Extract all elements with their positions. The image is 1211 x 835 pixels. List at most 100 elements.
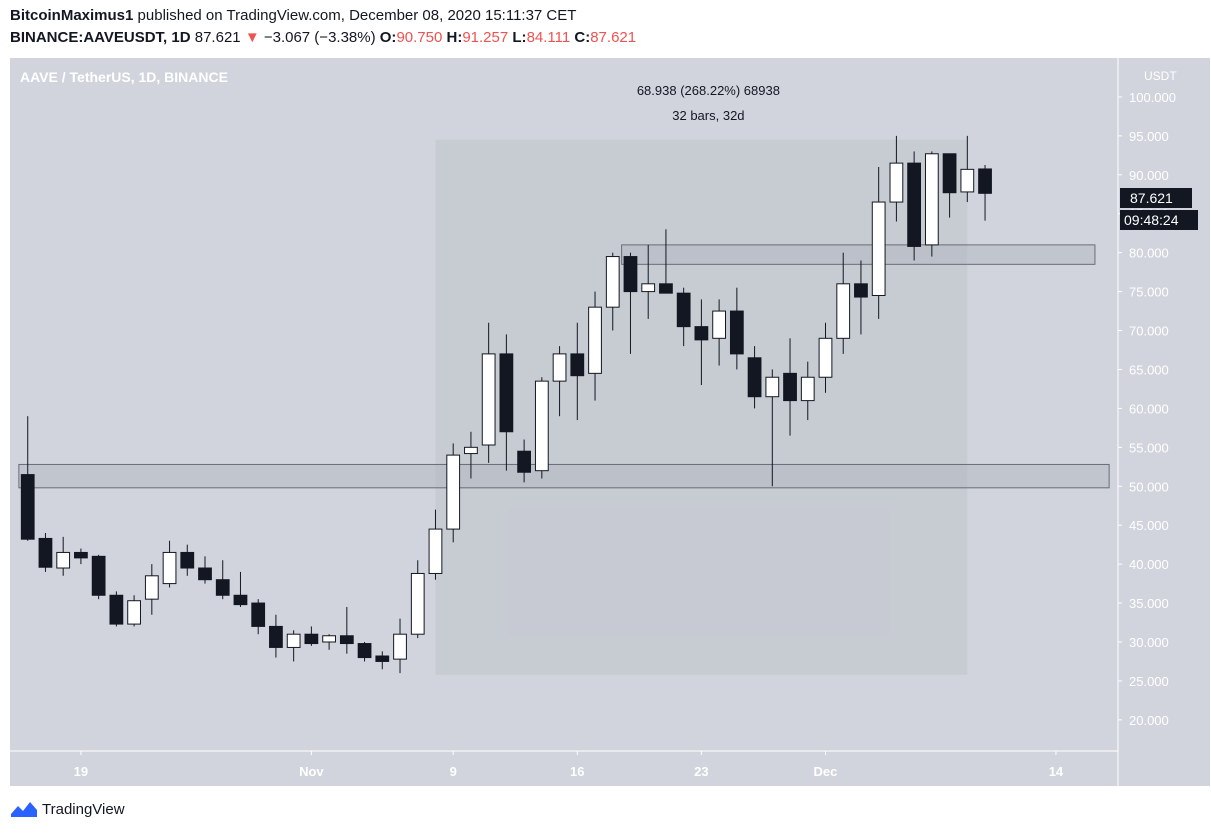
candle-body[interactable] [357,643,372,659]
y-tick-label: 75.000 [1129,285,1169,300]
last-price: 87.621 [194,29,241,46]
candle-body[interactable] [91,555,106,596]
candle-body[interactable] [960,168,975,193]
x-tick-label: 23 [694,764,708,779]
candle-body[interactable] [747,357,762,398]
y-tick-label: 60.000 [1129,401,1169,416]
candle-body[interactable] [56,551,71,569]
measure-label-change: 68.938 (268.22%) 68938 [637,83,780,98]
countdown-label-box [1120,210,1198,230]
open-label: O: [379,29,397,46]
candle-body[interactable] [570,353,585,377]
candle-body[interactable] [783,372,797,402]
candle-body[interactable] [854,283,868,298]
candle-body[interactable] [393,633,407,660]
candle-body[interactable] [818,337,833,378]
currency-label: USDT [1144,69,1177,83]
candle-body[interactable] [464,446,478,455]
y-tick-label: 65.000 [1129,362,1169,377]
candle-body[interactable] [322,635,336,643]
x-tick-label: 14 [1049,764,1064,779]
candle-body[interactable] [109,594,124,625]
candle-body[interactable] [446,454,461,530]
candle-body[interactable] [269,625,283,648]
candle-body[interactable] [215,579,230,596]
x-tick-label: 19 [74,764,88,779]
price-label: 87.621 [1130,190,1173,206]
candle-body[interactable] [127,600,141,625]
y-tick-label: 35.000 [1129,596,1169,611]
candle-body[interactable] [233,594,248,606]
price-change: −3.067 (−3.38%) [263,29,376,46]
candle-body[interactable] [588,306,602,374]
candle-body[interactable] [712,310,727,339]
candle-body[interactable] [180,551,195,569]
candle-body[interactable] [517,450,531,473]
candle-body[interactable] [659,283,673,294]
candle-body[interactable] [836,283,851,339]
candle-body[interactable] [375,655,390,662]
candle-body[interactable] [889,162,904,203]
candle-body[interactable] [871,201,886,296]
tradingview-logo[interactable]: TradingView [10,800,125,818]
candle-body[interactable] [339,635,354,645]
candle-body[interactable] [428,528,443,574]
candle-body[interactable] [552,353,567,382]
candle-body[interactable] [144,575,159,600]
close-value: 87.621 [590,29,637,46]
candle-body[interactable] [20,474,35,540]
x-tick-label: 9 [450,764,457,779]
time-axis[interactable] [10,751,1118,786]
y-tick-label: 70.000 [1129,324,1169,339]
candle-body[interactable] [676,292,691,328]
candle-body[interactable] [251,602,266,627]
candle-body[interactable] [605,256,620,308]
author-name[interactable]: BitcoinMaximus1 [10,7,134,24]
candle-body[interactable] [729,310,744,355]
y-tick-label: 30.000 [1129,635,1169,650]
high-label: H: [446,29,463,46]
candle-body[interactable] [162,551,177,585]
high-value: 91.257 [462,29,509,46]
tradingview-brand: TradingView [42,800,125,818]
measure-box[interactable] [435,139,968,675]
y-tick-label: 55.000 [1129,440,1169,455]
published-text: published on TradingView.com, December 0… [137,7,577,24]
y-tick-label: 25.000 [1129,674,1169,689]
candle-body[interactable] [765,376,780,398]
x-tick-label: 16 [570,764,584,779]
candle-body[interactable] [942,153,957,194]
ohlc-legend: BINANCE:AAVEUSDT, 1D 87.621 ▼ −3.067 (−3… [10,29,636,46]
candle-body[interactable] [534,380,549,472]
candle-body[interactable] [304,633,319,645]
price-axis[interactable] [1118,58,1210,786]
y-tick-label: 100.000 [1129,90,1176,105]
candle-body[interactable] [641,283,656,293]
candle-body[interactable] [800,376,815,402]
y-tick-label: 80.000 [1129,246,1169,261]
candle-body[interactable] [978,168,992,194]
symbol-label: BINANCE:AAVEUSDT, 1D [10,29,191,46]
candle-body[interactable] [924,153,939,246]
candle-body[interactable] [286,633,301,648]
candle-body[interactable] [694,326,709,341]
support-resistance-zone[interactable] [18,463,1110,489]
candle-body[interactable] [499,353,514,433]
candle-body[interactable] [74,551,88,559]
candle-body[interactable] [38,537,53,568]
countdown-label: 09:48:24 [1124,212,1179,228]
candle-body[interactable] [198,567,212,581]
candle-body[interactable] [623,256,638,293]
y-tick-label: 50.000 [1129,479,1169,494]
y-tick-label: 90.000 [1129,168,1169,183]
publish-info: BitcoinMaximus1 published on TradingView… [10,7,576,24]
price-label-box [1120,188,1192,208]
x-tick-label: Dec [814,764,838,779]
support-resistance-zone[interactable] [621,244,1096,265]
candle-body[interactable] [481,353,496,446]
candle-body[interactable] [907,162,922,247]
candle-body[interactable] [410,572,425,635]
low-label: L: [512,29,527,46]
y-tick-label: 45.000 [1129,518,1169,533]
